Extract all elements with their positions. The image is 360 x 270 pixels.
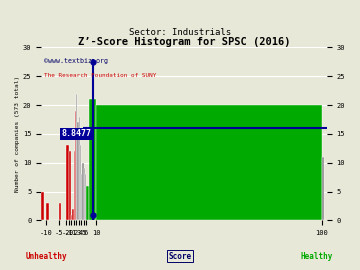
- Bar: [66, 146, 68, 220]
- Text: Healthy: Healthy: [301, 252, 333, 261]
- Bar: [96, 105, 322, 220]
- Bar: [76, 93, 77, 220]
- Bar: [75, 111, 76, 220]
- Text: Unhealthy: Unhealthy: [26, 252, 68, 261]
- Text: Score: Score: [168, 252, 192, 261]
- Bar: [81, 174, 82, 220]
- Text: 8.8477: 8.8477: [61, 129, 91, 139]
- Bar: [77, 122, 78, 220]
- Bar: [73, 151, 75, 220]
- Text: Sector: Industrials: Sector: Industrials: [129, 28, 231, 37]
- Bar: [85, 174, 86, 220]
- Bar: [41, 191, 44, 220]
- Bar: [322, 157, 324, 220]
- Bar: [82, 163, 84, 220]
- Bar: [84, 168, 85, 220]
- Bar: [46, 203, 49, 220]
- Title: Z’-Score Histogram for SPSC (2016): Z’-Score Histogram for SPSC (2016): [78, 37, 290, 47]
- Text: The Research Foundation of SUNY: The Research Foundation of SUNY: [44, 73, 156, 78]
- Bar: [71, 215, 72, 220]
- Bar: [59, 203, 61, 220]
- Bar: [86, 186, 89, 220]
- Bar: [89, 99, 96, 220]
- Bar: [80, 146, 81, 220]
- Text: ©www.textbiz.org: ©www.textbiz.org: [44, 58, 108, 64]
- Bar: [72, 209, 73, 220]
- Bar: [78, 117, 80, 220]
- Bar: [68, 151, 71, 220]
- Y-axis label: Number of companies (573 total): Number of companies (573 total): [15, 76, 20, 192]
